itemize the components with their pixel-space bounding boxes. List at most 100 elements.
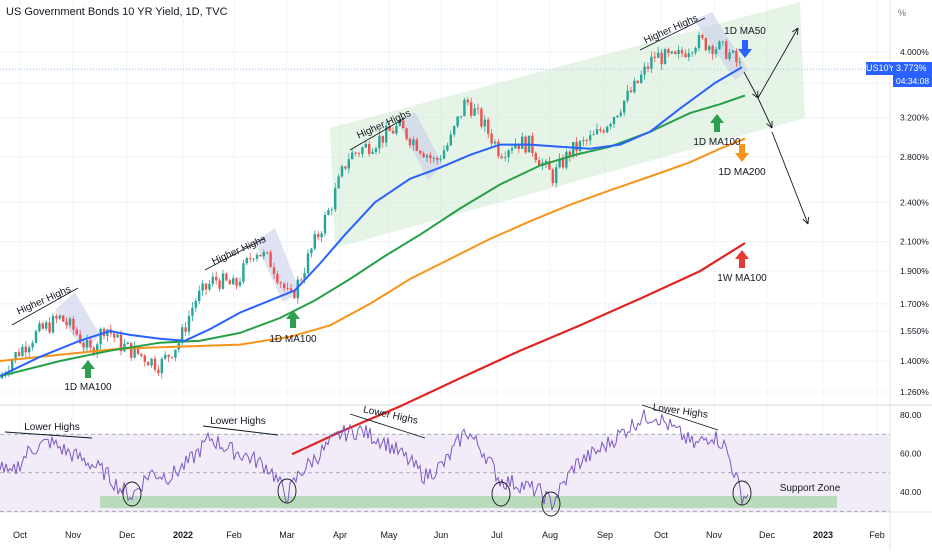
candle-body xyxy=(510,148,514,151)
candle-body xyxy=(473,108,476,116)
candle-body xyxy=(164,354,167,359)
candle-body xyxy=(626,90,629,101)
candle-body xyxy=(395,125,398,134)
candle-body xyxy=(17,352,21,357)
candle-body xyxy=(738,62,741,63)
w-ma100-label: 1W MA100 xyxy=(717,273,767,284)
candle-body xyxy=(640,74,643,83)
candle-body xyxy=(48,322,51,333)
candle-body xyxy=(354,152,357,154)
candle-body xyxy=(245,258,248,264)
candle-body xyxy=(283,283,286,289)
candle-body xyxy=(147,362,150,366)
price-tick-label: 1.550% xyxy=(900,326,929,336)
support-zone xyxy=(100,496,837,508)
time-tick-label: May xyxy=(380,530,398,540)
candle-body xyxy=(684,53,687,58)
pullback-highlight xyxy=(255,228,300,302)
time-tick-label: Sep xyxy=(597,530,613,540)
candle-body xyxy=(442,150,446,159)
candle-body xyxy=(242,263,245,282)
candle-body xyxy=(225,273,228,281)
candles xyxy=(0,31,741,379)
price-tick-label: 1.900% xyxy=(900,266,929,276)
candle-body xyxy=(116,334,119,338)
candle-body xyxy=(160,358,163,374)
candle-body xyxy=(266,252,269,253)
pullback-highlight xyxy=(398,112,443,180)
candle-body xyxy=(670,51,673,54)
candle-body xyxy=(687,53,690,58)
candle-body xyxy=(711,45,714,54)
candle-body xyxy=(466,99,469,103)
rsi-low-circle xyxy=(277,478,297,504)
candle-body xyxy=(204,283,208,290)
pullback-highlight xyxy=(55,292,100,352)
candle-body xyxy=(497,141,500,157)
candle-body xyxy=(432,157,435,159)
candle-body xyxy=(320,233,323,238)
candle-body xyxy=(289,288,293,291)
candle-body xyxy=(330,209,333,211)
candle-body xyxy=(215,276,218,281)
candle-body xyxy=(551,169,554,183)
ma50-line xyxy=(0,66,743,378)
candle-body xyxy=(436,157,439,160)
candle-body xyxy=(300,279,303,281)
candle-body xyxy=(286,288,289,289)
candle-body xyxy=(476,108,480,110)
candle-body xyxy=(480,108,483,127)
candle-body xyxy=(272,267,276,275)
candle-body xyxy=(313,234,316,249)
candle-body xyxy=(170,356,174,358)
candle-body xyxy=(456,116,459,127)
candle-body xyxy=(364,143,367,148)
candle-body xyxy=(714,49,718,54)
candle-body xyxy=(449,134,452,146)
candle-body xyxy=(11,360,14,371)
lower-highs-label-2: Lower Highs xyxy=(210,416,266,427)
candle-body xyxy=(126,342,129,345)
rsi-tick-label: 40.00 xyxy=(900,487,922,497)
candle-body xyxy=(143,355,146,363)
candle-body xyxy=(184,327,187,332)
candle-body xyxy=(735,50,738,63)
candle-body xyxy=(327,209,330,215)
candle-body xyxy=(82,343,85,348)
candle-body xyxy=(113,333,116,338)
candle-body xyxy=(340,166,344,177)
candle-body xyxy=(140,353,143,356)
candle-body xyxy=(667,49,670,54)
candle-body xyxy=(514,143,517,149)
candle-body xyxy=(150,358,153,366)
candle-body xyxy=(725,41,728,59)
candle-body xyxy=(279,282,282,284)
candle-body xyxy=(153,358,157,370)
candle-body xyxy=(191,307,194,316)
candle-body xyxy=(663,49,667,65)
candle-body xyxy=(293,290,296,299)
candle-body xyxy=(55,315,58,319)
bar-countdown: 04:34:08 xyxy=(893,75,932,87)
trend-channel xyxy=(330,2,805,248)
projection-up xyxy=(757,27,799,99)
candle-body xyxy=(470,102,473,116)
candle-body xyxy=(718,41,721,50)
candle-body xyxy=(589,135,592,141)
trend-line-4 xyxy=(639,17,706,51)
candle-body xyxy=(691,52,694,54)
pullback-highlights xyxy=(55,12,748,352)
projection-down-3 xyxy=(771,131,809,225)
candle-body xyxy=(500,156,503,158)
candle-body xyxy=(429,155,432,159)
candle-body xyxy=(517,143,520,149)
candle-body xyxy=(408,138,412,146)
candle-body xyxy=(385,125,388,143)
candle-body xyxy=(657,52,660,58)
symbol-badge[interactable]: US10Y xyxy=(866,62,895,75)
candle-body xyxy=(89,340,92,348)
candle-body xyxy=(558,158,561,168)
price-tick-label: 2.100% xyxy=(900,237,929,247)
